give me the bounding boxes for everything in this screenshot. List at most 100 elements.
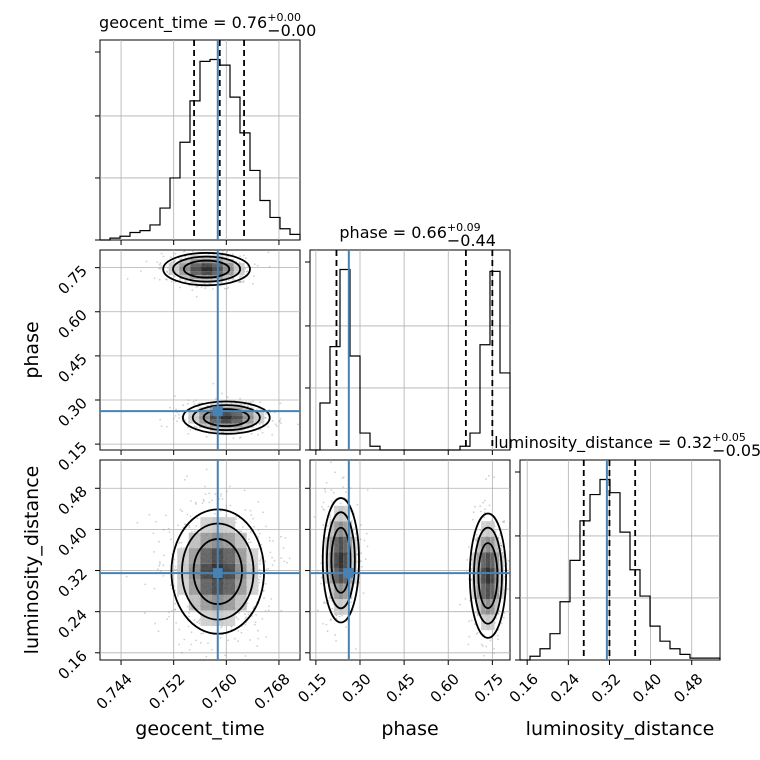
sample-point [503, 521, 505, 524]
sample-point [257, 501, 260, 503]
sample-point [335, 617, 338, 620]
sample-point [195, 286, 198, 288]
sample-point [499, 542, 502, 545]
sample-point [324, 490, 327, 493]
density-cell [485, 583, 491, 600]
sample-point [323, 602, 325, 605]
sample-point [145, 260, 148, 263]
sample-point [160, 425, 163, 428]
sample-point [279, 417, 282, 420]
density-cell [200, 548, 212, 564]
sample-point [259, 428, 262, 431]
sample-point [334, 634, 337, 636]
density-cell [190, 267, 202, 272]
sample-point [160, 252, 163, 255]
y-tick-label: 0.30 [54, 394, 90, 430]
sample-point [153, 277, 156, 280]
sample-point [256, 408, 258, 411]
density-cell [200, 579, 212, 595]
sample-point [206, 250, 209, 252]
sample-point [242, 281, 244, 284]
density-cell [222, 259, 234, 263]
sample-point [174, 602, 177, 605]
sample-point [154, 622, 157, 625]
sample-point [247, 541, 250, 544]
sample-point [246, 270, 249, 273]
sample-point [225, 504, 228, 507]
sample-point [184, 280, 186, 283]
title-geocent_time: geocent_time = 0.76+0.00 [99, 11, 301, 33]
sample-point [174, 252, 177, 255]
title-sub-phase: −0.44 [447, 231, 496, 250]
contour-line [191, 404, 261, 432]
sample-point [182, 250, 184, 251]
x-tick-label: 0.60 [427, 670, 463, 706]
x-tick-label: 0.40 [629, 670, 665, 706]
sample-point [252, 400, 254, 403]
density-cell [223, 548, 236, 564]
sample-point [191, 250, 194, 253]
panel-luminosity_distance [519, 459, 721, 661]
sample-point [185, 279, 188, 282]
density-cell [476, 536, 482, 553]
sample-point [181, 510, 184, 513]
y-tick-label: 0.40 [54, 524, 90, 560]
sample-point [359, 560, 362, 563]
sample-point [247, 611, 250, 613]
sample-point [229, 504, 232, 507]
sample-point [242, 526, 244, 528]
sample-point [485, 645, 488, 648]
sample-point [187, 625, 190, 628]
sample-point [512, 566, 514, 568]
sample-point [335, 640, 337, 642]
density-cell [223, 579, 236, 595]
density-cell [338, 583, 344, 600]
sample-point [241, 275, 244, 277]
sample-point [297, 423, 299, 426]
sample-point [186, 513, 189, 516]
sample-point [170, 280, 173, 283]
sample-point [267, 426, 270, 428]
density-cell [343, 521, 348, 537]
sample-point [226, 287, 228, 290]
histogram-geocent_time [100, 58, 301, 241]
sample-point [221, 498, 224, 500]
sample-point [166, 425, 168, 428]
density-cell [179, 275, 191, 280]
density-cell [179, 271, 191, 276]
sample-point [249, 541, 252, 544]
sample-point [356, 553, 359, 556]
sample-point [193, 530, 196, 533]
title-luminosity_distance: luminosity_distance = 0.32+0.05 [494, 431, 746, 453]
sample-point [184, 523, 187, 526]
sample-point [249, 509, 252, 512]
sample-point [207, 642, 209, 645]
sample-point [493, 476, 495, 478]
sample-point [184, 419, 187, 422]
sample-point [325, 623, 328, 626]
sample-point [500, 622, 503, 625]
contour-line [202, 408, 250, 428]
sample-point [187, 402, 189, 405]
density-cell [242, 415, 254, 420]
density-cell [338, 568, 344, 584]
sample-point [188, 649, 191, 651]
sample-point [195, 426, 198, 429]
sample-point [470, 619, 473, 622]
sample-point [158, 267, 160, 270]
contour-line [321, 497, 360, 624]
y-tick-label: 0.32 [54, 565, 90, 601]
sample-point [260, 556, 262, 559]
sample-point [363, 539, 366, 542]
sample-point [470, 578, 473, 581]
sample-point [257, 433, 260, 436]
sample-point [194, 426, 197, 429]
sample-point [507, 588, 509, 590]
sample-point [268, 265, 271, 268]
sample-point [280, 609, 283, 612]
sample-point [244, 509, 247, 511]
sample-point [215, 397, 217, 400]
sample-point [349, 487, 352, 489]
sample-point [322, 508, 325, 510]
density-cell [235, 563, 247, 580]
